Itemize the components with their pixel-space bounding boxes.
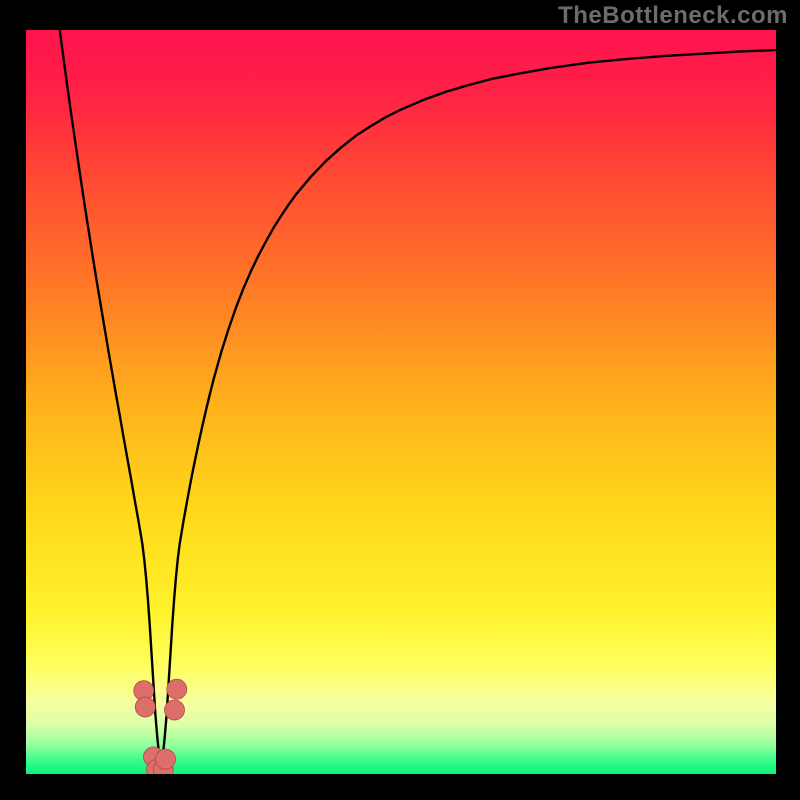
data-marker bbox=[135, 697, 155, 717]
data-marker bbox=[165, 700, 185, 720]
plot-svg bbox=[26, 30, 776, 774]
plot-background bbox=[26, 30, 776, 774]
watermark-text: TheBottleneck.com bbox=[558, 2, 788, 30]
data-marker bbox=[156, 749, 176, 769]
data-marker bbox=[167, 679, 187, 699]
plot-area bbox=[26, 30, 776, 774]
chart-container: TheBottleneck.com bbox=[0, 0, 800, 800]
